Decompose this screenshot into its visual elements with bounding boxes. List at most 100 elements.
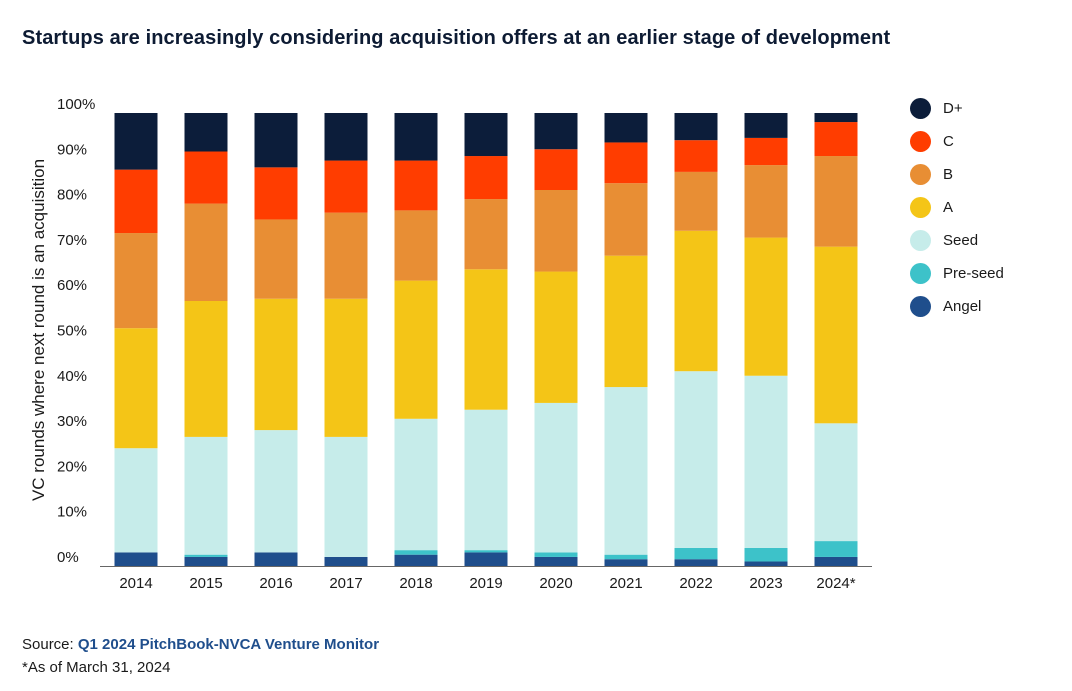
y-tick-label: 70% [57, 232, 87, 249]
x-tick-label: 2023 [749, 575, 782, 592]
x-tick-label: 2021 [609, 575, 642, 592]
bar-segment-c-2017 [324, 160, 368, 213]
bar-segment-a-2017 [324, 298, 368, 437]
bar-segment-seed-2017 [324, 436, 368, 557]
legend-label: Angel [943, 298, 982, 315]
y-tick-label: 90% [57, 141, 87, 158]
legend-swatch [910, 98, 931, 119]
bar-segment-seed-2024 [814, 423, 858, 542]
bar-segment-b-2017 [324, 212, 368, 299]
bar-segment-angel-2015 [184, 556, 228, 566]
y-tick-label: 0% [57, 549, 79, 566]
bar-segment-d-2020 [534, 113, 578, 150]
bar-segment-angel-2017 [324, 556, 368, 566]
bar-segment-d-2024 [814, 113, 858, 123]
legend-label: Seed [943, 232, 979, 249]
bar-segment-d-2016 [254, 113, 298, 168]
bar-segment-d-2014 [114, 113, 158, 170]
bar-segment-angel-2022 [674, 559, 718, 566]
source-link[interactable]: Q1 2024 PitchBook-NVCA Venture Monitor [77, 636, 380, 653]
bar-segment-c-2024 [814, 122, 858, 157]
bar-segment-c-2018 [394, 160, 438, 211]
y-axis-title: VC rounds where next round is an acquisi… [29, 159, 48, 501]
bar-segment-seed-2018 [394, 418, 438, 551]
bar-segment-preseed-2020 [534, 552, 578, 557]
bar-segment-angel-2020 [534, 556, 578, 566]
legend-label: D+ [943, 100, 963, 117]
x-tick-label: 2019 [469, 575, 502, 592]
bar-segment-d-2018 [394, 113, 438, 161]
bar-segment-preseed-2015 [184, 554, 228, 557]
source-line: Source: Q1 2024 PitchBook-NVCA Venture M… [22, 636, 379, 653]
legend-item-angel: Angel [910, 290, 1004, 323]
y-tick-label: 40% [57, 368, 87, 385]
x-axis-ticks: 2014 2015 2016 2017 2018 2019 2020 2021 2022 2023… [119, 575, 855, 592]
bar-segment-c-2014 [114, 169, 158, 234]
bar-segment-a-2021 [604, 255, 648, 388]
bar-segment-seed-2015 [184, 436, 228, 555]
x-tick-label: 2022 [679, 575, 712, 592]
bar-segment-a-2015 [184, 300, 228, 437]
y-axis-ticks: 0% 10% 20% 30% 40% 50% 60% 70% 80% 90% 100% [57, 96, 95, 566]
legend-swatch [910, 263, 931, 284]
bar-segment-b-2018 [394, 210, 438, 281]
x-tick-label: 2015 [189, 575, 222, 592]
bar-segment-a-2019 [464, 269, 508, 410]
x-tick-label: 2024* [816, 575, 855, 592]
legend-swatch [910, 197, 931, 218]
legend: D+ C B A Seed Pre-seed Angel [910, 92, 1004, 323]
bar-segment-d-2019 [464, 113, 508, 157]
bar-segment-seed-2023 [744, 375, 788, 548]
bar-segment-seed-2019 [464, 409, 508, 551]
bar-segment-d-2017 [324, 113, 368, 161]
y-tick-label: 60% [57, 277, 87, 294]
legend-item-c: C [910, 125, 1004, 158]
x-tick-label: 2017 [329, 575, 362, 592]
legend-item-a: A [910, 191, 1004, 224]
bar-segment-d-2023 [744, 113, 788, 138]
bar-segment-angel-2018 [394, 554, 438, 566]
bar-segment-a-2022 [674, 230, 718, 372]
bar-segment-b-2024 [814, 156, 858, 247]
legend-swatch [910, 131, 931, 152]
bar-segment-angel-2023 [744, 561, 788, 566]
bar-segment-seed-2021 [604, 387, 648, 555]
bar-segment-c-2016 [254, 167, 298, 220]
bar-segment-angel-2014 [114, 552, 158, 566]
bar-segment-seed-2022 [674, 371, 718, 548]
bar-segment-c-2022 [674, 140, 718, 172]
bar-segment-b-2022 [674, 171, 718, 231]
bar-segment-d-2022 [674, 113, 718, 141]
x-tick-label: 2020 [539, 575, 572, 592]
bar-segment-c-2020 [534, 149, 578, 191]
x-tick-label: 2016 [259, 575, 292, 592]
bar-segment-b-2021 [604, 183, 648, 256]
legend-item-d: D+ [910, 92, 1004, 125]
y-tick-label: 10% [57, 504, 87, 521]
legend-item-b: B [910, 158, 1004, 191]
bar-segment-d-2015 [184, 113, 228, 152]
bar-segment-a-2014 [114, 328, 158, 449]
x-tick-label: 2018 [399, 575, 432, 592]
bar-segment-b-2016 [254, 219, 298, 299]
bar-segment-angel-2024 [814, 556, 858, 566]
footnote: *As of March 31, 2024 [22, 659, 171, 676]
source-prefix: Source: [22, 636, 78, 653]
legend-swatch [910, 296, 931, 317]
bar-segment-preseed-2024 [814, 541, 858, 557]
bar-segment-c-2023 [744, 137, 788, 166]
bar-segment-c-2019 [464, 156, 508, 200]
bar-segment-b-2020 [534, 190, 578, 272]
x-tick-label: 2014 [119, 575, 152, 592]
bar-segment-angel-2021 [604, 559, 648, 566]
bar-segment-seed-2020 [534, 402, 578, 553]
y-tick-label: 50% [57, 323, 87, 340]
y-tick-label: 20% [57, 458, 87, 475]
bar-segment-preseed-2023 [744, 547, 788, 562]
bar-segment-b-2014 [114, 233, 158, 329]
bar-segment-a-2024 [814, 246, 858, 424]
legend-item-seed: Seed [910, 224, 1004, 257]
bar-segment-a-2016 [254, 298, 298, 431]
legend-item-preseed: Pre-seed [910, 257, 1004, 290]
